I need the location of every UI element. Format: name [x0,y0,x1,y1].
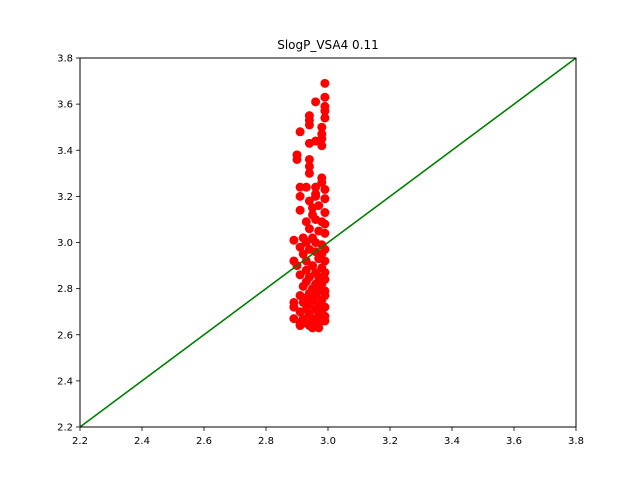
scatter-point [304,224,314,234]
y-tick-label: 2.6 [57,330,73,341]
scatter-point [317,178,327,188]
scatter-point [317,122,327,132]
scatter-point [295,307,305,317]
scatter-point [320,219,330,229]
y-axis: 2.2 2.4 2.6 2.8 3.0 3.2 3.4 3.6 3.8 [57,54,80,434]
scatter-point [320,267,330,277]
scatter-point [320,78,330,88]
x-axis: 2.2 2.4 2.6 2.8 3.0 3.2 3.4 3.6 3.8 [72,427,584,447]
scatter-point [304,120,314,130]
scatter-point [289,314,299,324]
x-tick-label: 2.2 [72,436,88,447]
scatter-point [311,97,321,107]
scatter-point [295,182,305,192]
x-tick-label: 2.6 [196,436,212,447]
scatter-point [311,321,321,331]
scatter-point [304,168,314,178]
y-tick-label: 2.2 [57,423,73,434]
scatter-point [304,161,314,171]
scatter-point [289,235,299,245]
y-tick-label: 3.8 [57,54,73,65]
scatter-point [317,141,327,151]
x-tick-label: 3.8 [568,436,584,447]
scatter-point [295,127,305,137]
scatter-point [320,208,330,218]
scatter-point [301,182,311,192]
chart-title: SlogP_VSA4 0.11 [277,38,379,52]
scatter-point [314,201,324,211]
scatter-point [311,136,321,146]
scatter-point [317,279,327,289]
scatter-point [295,242,305,252]
scatter-point [298,249,308,259]
scatter-point [320,92,330,102]
scatter-point [320,194,330,204]
scatter-point [311,191,321,201]
scatter-point [320,316,330,326]
scatter-point [301,238,311,247]
scatter-point [295,321,305,331]
scatter-point [320,113,330,123]
y-tick-label: 3.6 [57,100,73,111]
scatter-point [320,106,330,116]
scatter-point [308,261,317,271]
reference-line [80,58,576,427]
scatter-point [320,228,330,238]
scatter-point [304,196,314,206]
scatter-point [304,154,314,164]
scatter-point [301,217,311,227]
plot-marks [80,58,576,427]
scatter-point [289,302,299,312]
scatter-point [295,270,305,280]
scatter-point [320,184,330,194]
scatter-point [292,154,302,164]
y-tick-label: 2.4 [57,376,73,387]
scatter-point [295,191,305,201]
x-tick-label: 3.6 [506,436,522,447]
x-tick-label: 3.0 [320,436,336,447]
scatter-point [295,205,305,215]
scatter-point [301,265,311,275]
y-tick-label: 3.2 [57,192,73,203]
x-tick-label: 3.4 [444,436,460,447]
scatter-point [301,256,311,266]
scatter-point [311,182,321,192]
y-tick-label: 3.4 [57,146,73,157]
x-tick-label: 3.2 [382,436,398,447]
scatter-point [320,256,330,266]
x-tick-label: 2.4 [134,436,150,447]
x-tick-label: 2.8 [258,436,274,447]
y-tick-label: 2.8 [57,284,73,295]
scatter-point [298,281,308,291]
y-tick-label: 3.0 [57,238,73,249]
